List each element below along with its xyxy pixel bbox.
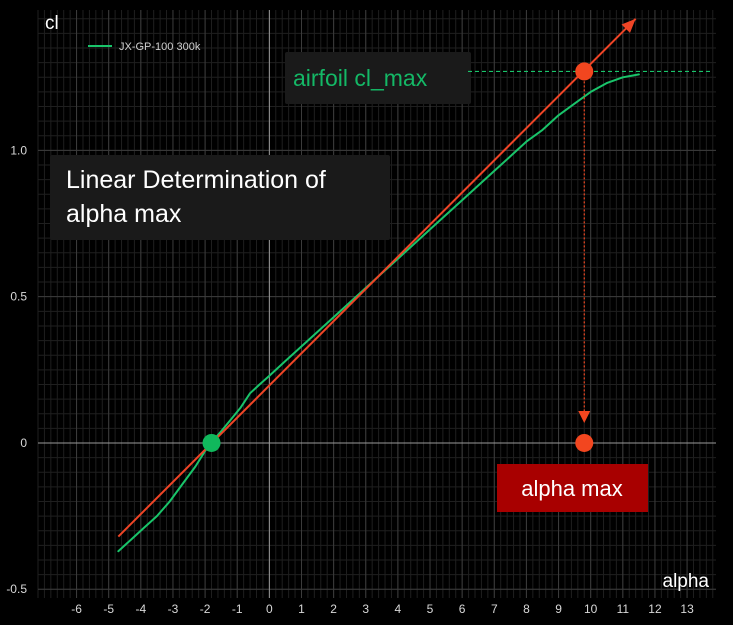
linear-fit-line (117, 18, 637, 538)
x-tick-label: -6 (71, 602, 82, 616)
x-tick-label: 3 (362, 602, 369, 616)
zero-lift-point (202, 433, 221, 452)
series-layer (117, 18, 712, 553)
x-axis-title: alpha (663, 571, 710, 592)
x-tick-label: 5 (427, 602, 434, 616)
zero-axes (38, 10, 716, 598)
x-tick-label: 9 (555, 602, 562, 616)
y-tick-label: 0.5 (10, 290, 27, 304)
y-axis-title: cl (45, 13, 59, 34)
title-panel (50, 155, 390, 240)
y-tick-label: 1.0 (10, 143, 27, 157)
alpha-max-point (575, 433, 594, 452)
x-tick-label: -4 (135, 602, 146, 616)
major-grid (38, 10, 716, 598)
cl-max-label: airfoil cl_max (293, 65, 428, 91)
x-tick-label: 0 (266, 602, 273, 616)
alpha-max-drop-arrowhead (578, 410, 591, 423)
alpha-max-panel (497, 464, 648, 512)
x-tick-label: 12 (648, 602, 662, 616)
cl-max-point (575, 62, 594, 81)
x-tick-label: 4 (395, 602, 402, 616)
y-tick-label: -0.5 (6, 582, 27, 596)
annotation-panels: Linear Determination of alpha max airfoi… (50, 52, 471, 240)
linear-fit-arrowhead (621, 18, 636, 33)
x-tick-label: 8 (523, 602, 530, 616)
x-tick-label: 13 (680, 602, 694, 616)
y-tick-label: 0 (20, 436, 27, 450)
x-tick-label: 6 (459, 602, 466, 616)
x-tick-label: 2 (330, 602, 337, 616)
x-tick-label: 7 (491, 602, 498, 616)
legend: JX-GP-100 300k (88, 41, 201, 53)
alpha-max-label: alpha max (521, 476, 623, 501)
annotation-title: Linear Determination of alpha max (66, 166, 333, 228)
x-tick-label: 10 (584, 602, 598, 616)
x-tick-label: 1 (298, 602, 305, 616)
cl-max-panel (285, 52, 471, 104)
x-tick-label: 11 (617, 602, 630, 616)
x-tick-label: -5 (103, 602, 114, 616)
x-tick-label: -3 (168, 602, 179, 616)
x-tick-label: -1 (232, 602, 243, 616)
legend-label: JX-GP-100 300k (119, 41, 201, 53)
series-line-jx-gp-100 (117, 73, 640, 553)
alpha-max-box: alpha max (497, 464, 648, 512)
x-tick-label: -2 (200, 602, 211, 616)
tick-labels: -6 -5 -4 -3 -2 -1 0 1 2 3 4 5 6 7 8 9 10 11 12 13-0.500.51.… (6, 143, 694, 616)
